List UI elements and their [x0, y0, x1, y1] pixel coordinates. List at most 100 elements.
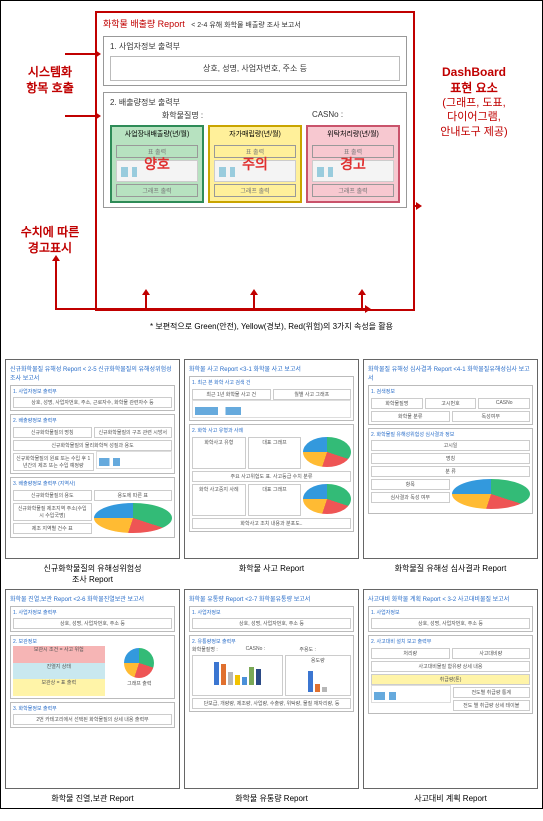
t5-hc2: 주용도 :	[299, 646, 351, 653]
t6-sb0: 전도별 취급량 통계	[453, 687, 531, 698]
thumb-2-title: 화학물 사고 Report <3-1 화학물 사고 보고서	[189, 364, 354, 373]
t1-s2-d: 신규화학물질의 원료 또는 수입 후 1년간의 제조 또는 수입 예정량	[13, 453, 94, 471]
t6-s2-hdr: 2. 사고대비 설치 보고 출력부	[371, 638, 530, 645]
t3-r3b: 심사결과 독성 여부	[371, 492, 450, 503]
t4-st0: 보관시 조건 = 사고 위험	[13, 646, 105, 663]
thumb-6-title: 사고대비 화학물 계획 Report < 3-2 사고대비물질 보고서	[368, 594, 533, 603]
t6-s1-b: 상호, 성명, 사업자번호, 주소 등	[371, 618, 530, 629]
t2-spark	[192, 400, 351, 418]
callout-right: DashBoard 표현 요소 (그래프, 도표, 다이어그램, 안내도구 제공…	[414, 65, 534, 139]
arrow-bottom-up	[55, 261, 57, 310]
thumb-5-title: 화학물 유통량 Report <2-7 화학물유통량 보고서	[189, 594, 354, 603]
t1-pie	[94, 503, 173, 533]
t4-s3-b: 2번 카테고리에서 선택된 화학물질의 상세 내용 출력부	[13, 714, 172, 725]
t1-s1-b0: 상호, 성명, 사업자번호, 주소, 근로자수, 화학물 관련자수 등	[13, 397, 172, 408]
t6-spark	[371, 685, 451, 703]
t4-pielabel: 그래프 출력	[107, 680, 172, 687]
t2-pie2	[303, 484, 351, 514]
thumb-3-title: 화학물질 유해성 심사결과 Report <4-1 화학물질유해성심사 보고서	[368, 364, 533, 382]
thumbs-grid: 신규화학물질 유해성 Report < 2-5 신규화학물질의 유해성위험성 조…	[5, 359, 538, 804]
t3-b4: 독성여부	[452, 411, 531, 422]
t3-b1: 고시번호	[425, 398, 477, 409]
t2-s2-hdr: 2. 화학 사고 유형과 사례	[192, 427, 351, 434]
t4-s2-hdr: 2. 보관정보	[13, 638, 172, 645]
arrow-up-warn	[253, 295, 255, 309]
card-good: 사업장내배출량(년/월) 표 출력 그래프 출력 양호	[110, 125, 204, 203]
label-chemname: 화학물질명 :	[110, 110, 255, 121]
card-good-cell2: 그래프 출력	[116, 184, 198, 197]
thumb-1-caption: 신규화학물질의 유해성위험성 조사 Report	[5, 563, 180, 585]
t5-s2-hdr: 2. 유통량정보 출력부	[192, 638, 351, 645]
footnote: * 보편적으로 Green(안전), Yellow(경보), Red(위험)의 …	[5, 321, 538, 332]
t3-r0: 고시일	[371, 440, 530, 451]
arrow-up-alert	[361, 295, 363, 309]
arrow-left1	[65, 53, 95, 55]
t1-s3-b: 용도에 따른 표	[94, 490, 173, 501]
t4-s3-hdr: 3. 화학물정보 출력부	[13, 705, 172, 712]
t1-s2-b: 신규화학물질의 구조 관련 시방서	[94, 427, 173, 438]
callout-right-paren: (그래프, 도표, 다이어그램, 안내도구 제공)	[414, 96, 534, 139]
section-1-header: 1. 사업자정보 출력부	[110, 41, 400, 52]
t2-s1-hdr: 1. 최근 본 화학 사고 검색 건	[192, 379, 351, 386]
t2-s1-b: 월별 사고 그래프	[273, 389, 352, 400]
arrow-left2	[415, 205, 416, 207]
thumb-2: 화학물 사고 Report <3-1 화학물 사고 보고서 1. 최근 본 화학…	[184, 359, 359, 585]
t5-bars-left	[195, 657, 280, 687]
card-warn-status: 주의	[242, 154, 268, 174]
card-warn-title: 자가매립량(년/월)	[210, 127, 300, 141]
callout-left-1: 시스템화 항목 호출	[9, 65, 91, 96]
t4-stack: 보관시 조건 = 사고 위험 진열지 상태 보관상 = 표 출력	[13, 646, 105, 696]
section-1: 1. 사업자정보 출력부 상호, 성명, 사업자번호, 주소 등	[103, 36, 407, 86]
thumb-5-caption: 화학물 유통량 Report	[184, 793, 359, 804]
t1-s3-c: 신규화학물질 제조지역 주소(수입 시 수입국명)	[13, 503, 92, 521]
t3-b3: 화학물 분류	[371, 411, 450, 422]
t2-pie1	[303, 437, 351, 467]
top-diagram: 화학물 배출량 Report < 2-4 유해 화학물 배출량 조사 보고서 1…	[5, 5, 538, 353]
callout-right-title: DashBoard 표현 요소	[414, 65, 534, 96]
thumb-6: 사고대비 화학물 계획 Report < 3-2 사고대비물질 보고서 1. 사…	[363, 589, 538, 804]
t3-b0: 화학물질명	[371, 398, 423, 409]
thumb-2-caption: 화학물 사고 Report	[184, 563, 359, 574]
t4-st2: 보관상 = 표 출력	[13, 679, 105, 696]
card-warn: 자가매립량(년/월) 표 출력 그래프 출력 주의	[208, 125, 302, 203]
status-cards: 사업장내배출량(년/월) 표 출력 그래프 출력 양호 자가매립량(년/월) 표…	[110, 125, 400, 203]
t1-s2-a: 신규화학물질의 명칭	[13, 427, 92, 438]
t1-s2-hdr: 2. 배출량정보 출력부	[13, 417, 172, 424]
t5-labels: 단보급, 개량량, 제조량, 사업량, 수출량, 위탁량, 물질 재자리량, 등	[192, 698, 351, 709]
t2-c3: 화학 사고중지 사례	[192, 484, 246, 516]
report-frame: 화학물 배출량 Report < 2-4 유해 화학물 배출량 조사 보고서 1…	[95, 11, 415, 311]
thumb-6-caption: 사고대비 계획 Report	[363, 793, 538, 804]
t6-tc0: 처리량	[371, 648, 450, 659]
report-subtitle: < 2-4 유해 화학물 배출량 조사 보고서	[191, 22, 301, 29]
t1-s3-d: 제조 지역별 건수 표	[13, 523, 92, 534]
card-warn-cell2: 그래프 출력	[214, 184, 296, 197]
t1-s2-c: 신규화학물질의 물리화학적 성질과 용도	[13, 440, 172, 451]
section-2: 2. 배출량정보 출력부 화학물질명 : CASNo : 사업장내배출량(년/월…	[103, 92, 407, 208]
section-2-header: 2. 배출량정보 출력부	[110, 97, 400, 108]
thumb-4: 화학물 진열,보관 Report <2-6 화학물진열보관 보고서 1. 사업자…	[5, 589, 180, 804]
t2-c0: 화학사고 유형	[192, 437, 246, 469]
section-1-body: 상호, 성명, 사업자번호, 주소 등	[110, 56, 400, 81]
t6-sub-label: 취급량(톤)	[371, 674, 530, 685]
t5-s1-hdr: 1. 사업자정보	[192, 609, 351, 616]
t6-tr0: 사고대비물질 함유량 상세 내용	[371, 661, 530, 672]
t3-b2: CASNo	[478, 398, 530, 409]
t4-s1-b: 상호, 성명, 사업자번호, 주소 등	[13, 618, 172, 629]
t5-hc1: CASNo :	[246, 646, 298, 653]
t3-pie	[452, 479, 531, 509]
thumb-4-title: 화학물 진열,보관 Report <2-6 화학물진열보관 보고서	[10, 594, 175, 603]
card-alert: 위탁처리량(년/월) 표 출력 그래프 출력 경고	[306, 125, 400, 203]
t2-c4: 대표 그래프	[248, 484, 302, 516]
report-title: 화학물 배출량 Report < 2-4 유해 화학물 배출량 조사 보고서	[103, 17, 407, 30]
t3-r3a: 항목	[371, 479, 450, 490]
t3-r2: 분 류	[371, 466, 530, 477]
thumb-5: 화학물 유통량 Report <2-7 화학물유통량 보고서 1. 사업자정보 …	[184, 589, 359, 804]
arrow-bottom-h	[55, 308, 365, 310]
t1-s3-hdr: 3. 배출량정보 출력부 (지역사)	[13, 480, 172, 487]
t3-s2-hdr: 2. 화학물질 유해성위험성 심사결과 정보	[371, 431, 530, 438]
card-good-status: 양호	[144, 154, 170, 174]
t4-pie	[124, 648, 154, 678]
t1-s1-hdr: 1. 사업자정보 출력부	[13, 388, 172, 395]
card-alert-status: 경고	[340, 154, 366, 174]
callout-left-2: 수치에 따른 경고표시	[9, 225, 91, 256]
